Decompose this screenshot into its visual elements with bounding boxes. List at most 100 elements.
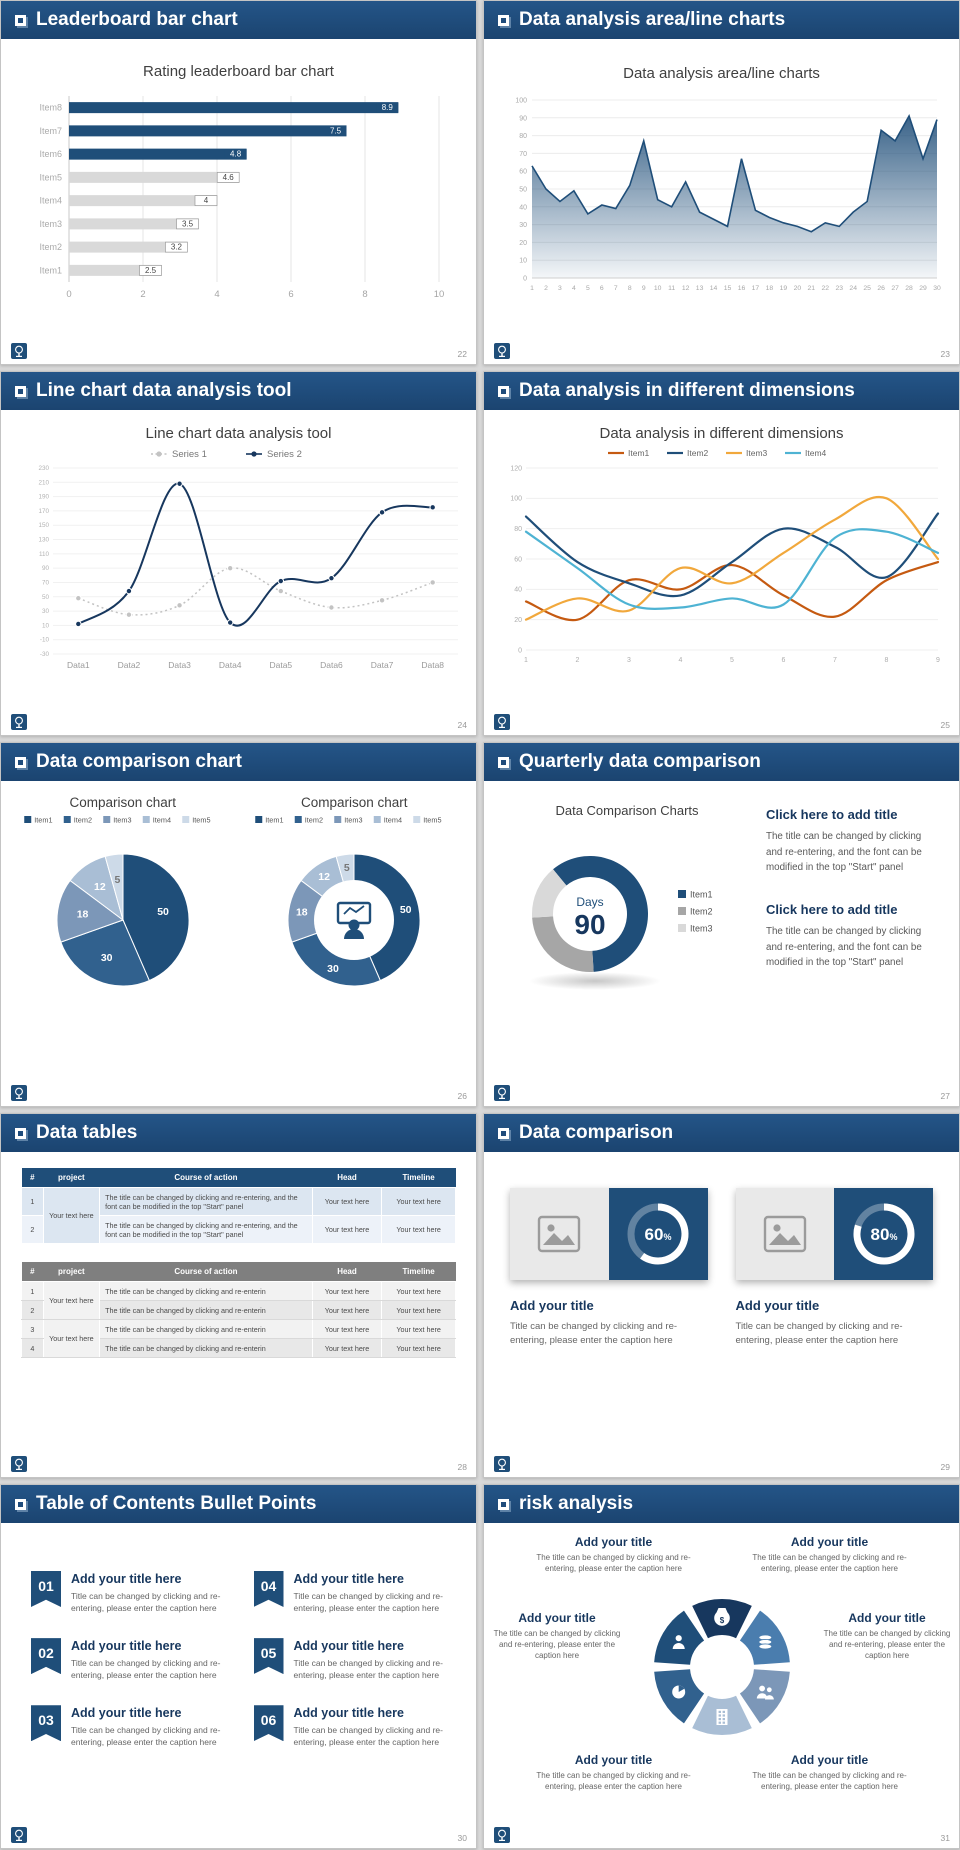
card-title: Add your title — [510, 1298, 594, 1313]
slide-quarterly-data-comparison[interactable]: Quarterly data comparison Data Compariso… — [483, 742, 960, 1107]
block-title: Click here to add title — [766, 902, 898, 918]
svg-text:90: 90 — [42, 565, 50, 572]
svg-text:6: 6 — [599, 285, 603, 292]
text-block: Click here to add title The title can be… — [766, 902, 939, 971]
quarterly-donut-chart: Days 90 Item1 Item2 Item3 — [498, 820, 756, 1012]
svg-text:8.9: 8.9 — [382, 103, 394, 112]
slide-data-comparison-chart[interactable]: Data comparison chart Comparison chart I… — [0, 742, 477, 1107]
cell-num: 4 — [21, 1338, 44, 1358]
chart-title: Data analysis area/line charts — [623, 65, 820, 82]
comparison-card: 80% Add your title Title can be changed … — [735, 1188, 933, 1349]
school-logo-icon — [11, 714, 27, 730]
slide-header-bar: Line chart data analysis tool — [1, 372, 476, 410]
toc-caption: Title can be changed by clicking and re-… — [71, 1725, 221, 1748]
svg-text:1: 1 — [530, 285, 534, 292]
svg-text:120: 120 — [510, 465, 522, 472]
slide-data-tables[interactable]: Data tables # project Course of action H… — [0, 1113, 477, 1478]
slide-area-line-charts[interactable]: Data analysis area/line charts Data anal… — [483, 0, 960, 365]
progress-ring-svg: 60% — [627, 1203, 689, 1265]
risk-caption: The title can be changed by clicking and… — [536, 1771, 691, 1792]
slide-header-title: Leaderboard bar chart — [36, 9, 238, 30]
col-header: Head — [312, 1262, 382, 1282]
svg-text:9: 9 — [641, 285, 645, 292]
square-bullet-icon — [498, 1127, 509, 1139]
slide-header-title: Data analysis area/line charts — [519, 9, 786, 30]
svg-text:30: 30 — [327, 963, 339, 975]
page-number: 24 — [457, 720, 467, 730]
toc-item: 04 Add your title here Title can be chan… — [253, 1571, 447, 1614]
svg-text:26: 26 — [877, 285, 885, 292]
slide-header-bar: Leaderboard bar chart — [1, 1, 476, 39]
slide-header-bar: Data analysis in different dimensions — [484, 372, 959, 410]
svg-text:0: 0 — [523, 276, 527, 283]
svg-text:80: 80 — [519, 133, 527, 140]
slide-data-comparison-cards[interactable]: Data comparison 60% Add your t — [483, 1113, 960, 1478]
svg-text:Item5: Item5 — [192, 816, 210, 825]
pie-chart-svg: Item1 Item2 Item3 Item4 Item5 50 30 18 12 5 — [24, 816, 210, 987]
school-logo-icon — [11, 343, 27, 359]
svg-text:Item2: Item2 — [305, 816, 323, 825]
square-bullet-icon — [15, 1498, 26, 1510]
slide-toc-bullet-points[interactable]: Table of Contents Bullet Points 01 Add y… — [0, 1484, 477, 1849]
cell-head: Your text here — [311, 1187, 383, 1216]
svg-text:-30: -30 — [40, 651, 50, 658]
svg-text:8: 8 — [884, 657, 888, 664]
svg-text:Item2: Item2 — [687, 448, 709, 458]
svg-text:1: 1 — [524, 657, 528, 664]
page-number: 30 — [457, 1833, 467, 1843]
donut-chart-svg: Item1 Item2 Item3 Item4 Item5 50 30 18 12 5 — [255, 816, 442, 987]
svg-text:17: 17 — [751, 285, 759, 292]
svg-text:Item5: Item5 — [424, 816, 442, 825]
slide-risk-analysis[interactable]: risk analysis $ Add your title The title… — [483, 1484, 960, 1849]
cell-num: 2 — [21, 1215, 44, 1244]
slide-header-title: risk analysis — [519, 1493, 634, 1514]
slide-line-chart-tool[interactable]: Line chart data analysis tool Line chart… — [0, 371, 477, 736]
svg-text:25: 25 — [863, 285, 871, 292]
svg-text:Item3: Item3 — [39, 219, 62, 229]
svg-text:3.2: 3.2 — [171, 243, 183, 252]
progress-ring-80: 80% — [846, 1196, 922, 1272]
risk-title: Add your title — [790, 1535, 869, 1549]
svg-text:16: 16 — [737, 285, 745, 292]
svg-text:6: 6 — [781, 657, 785, 664]
data-table-blue: # project Course of action Head Timeline… — [21, 1168, 456, 1244]
svg-text:100: 100 — [510, 496, 522, 503]
col-header: Course of action — [99, 1168, 313, 1188]
svg-text:Item4: Item4 — [384, 816, 402, 825]
line-chart-svg: Series 1 Series 2 -30 -10 10 30 50 70 90 110 130 15… — [38, 449, 458, 670]
slide-dimensions-line-chart[interactable]: Data analysis in different dimensions Da… — [483, 371, 960, 736]
svg-text:Item3: Item3 — [746, 448, 768, 458]
svg-text:23: 23 — [835, 285, 843, 292]
col-header: # — [21, 1262, 44, 1282]
svg-text:Item2: Item2 — [39, 242, 62, 252]
svg-text:40: 40 — [514, 587, 522, 594]
cell-action: The title can be changed by clicking and… — [99, 1215, 313, 1244]
svg-text:0: 0 — [66, 289, 71, 300]
svg-text:12: 12 — [681, 285, 689, 292]
svg-text:18: 18 — [296, 907, 308, 919]
slide-header-title: Table of Contents Bullet Points — [36, 1493, 317, 1514]
area-chart: 0 10 20 30 40 50 60 70 80 90 100 1 2 3 4 5 6 7 8 9 10 11 12 13 1… — [484, 86, 959, 314]
svg-text:2: 2 — [140, 289, 145, 300]
svg-text:Data6: Data6 — [320, 660, 343, 670]
image-placeholder — [510, 1188, 609, 1280]
square-bullet-icon — [15, 756, 26, 768]
svg-text:70: 70 — [42, 579, 50, 586]
svg-text:7: 7 — [833, 657, 837, 664]
svg-text:24: 24 — [849, 285, 857, 292]
svg-text:3.5: 3.5 — [182, 219, 194, 228]
svg-text:80%: 80% — [870, 1225, 897, 1244]
page-number: 29 — [940, 1462, 950, 1472]
cell-num: 1 — [21, 1187, 44, 1216]
svg-text:3: 3 — [627, 657, 631, 664]
risk-title: Add your title — [574, 1753, 653, 1767]
toc-title: Add your title here — [71, 1639, 182, 1654]
school-logo-icon — [11, 1085, 27, 1101]
svg-text:50: 50 — [42, 594, 50, 601]
slide-leaderboard-bar-chart[interactable]: Leaderboard bar chart Rating leaderboard… — [0, 0, 477, 365]
block-body: The title can be changed by clicking and… — [766, 831, 922, 874]
col-header: project — [43, 1168, 100, 1188]
slide-header-title: Data analysis in different dimensions — [519, 380, 855, 401]
number-badge: 03 — [31, 1705, 61, 1742]
